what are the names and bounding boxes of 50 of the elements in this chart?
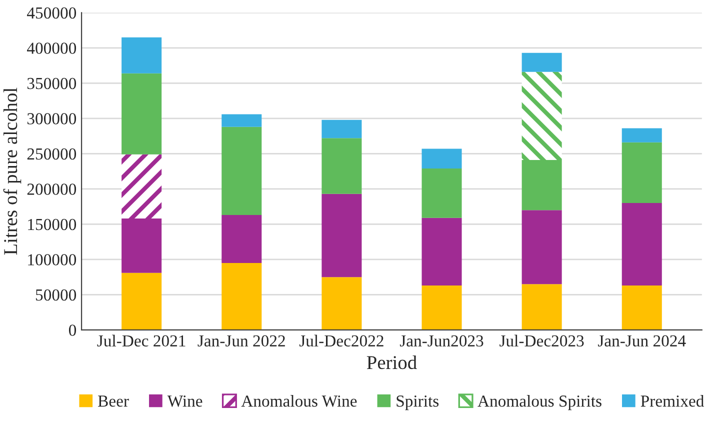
bar — [622, 203, 662, 286]
legend-label: Anomalous Spirits — [478, 395, 602, 410]
bar — [222, 262, 262, 330]
legend-label: Beer — [98, 396, 129, 407]
y-tick-label: 0 — [68, 324, 76, 336]
bar — [622, 142, 662, 204]
x-tick-label: Jan-Jun 2024 — [598, 335, 686, 347]
y-tick-label: 450000 — [27, 7, 76, 19]
x-tick-label: Jan-Jun 2022 — [198, 335, 285, 347]
legend-label: Premixed — [640, 395, 704, 407]
bar — [622, 128, 662, 142]
legend-label: Spirits — [396, 396, 439, 410]
legend-label: Wine — [167, 396, 202, 407]
bar — [522, 72, 562, 160]
x-axis-title: Period — [366, 355, 417, 370]
y-tick-label: 300000 — [27, 113, 76, 124]
bar — [322, 277, 362, 330]
bar — [222, 126, 262, 216]
x-tick-label: Jul-Dec 2021 — [97, 334, 186, 347]
bar — [122, 272, 162, 330]
bar — [422, 218, 462, 286]
bar — [522, 284, 562, 330]
legend-label: Anomalous Wine — [241, 395, 357, 407]
bar — [422, 286, 462, 330]
bar — [222, 114, 262, 127]
bar — [122, 37, 162, 74]
bar — [122, 73, 162, 154]
x-tick-label: Jul-Dec2022 — [299, 334, 384, 347]
bar — [122, 218, 162, 273]
y-tick-label: 150000 — [28, 218, 76, 230]
x-tick-label: Jan-Jun2023 — [400, 335, 484, 347]
bar — [122, 154, 162, 219]
y-tick-label: 350000 — [27, 78, 76, 90]
y-tick-label: 250000 — [27, 148, 76, 160]
bar — [322, 138, 362, 194]
bar — [622, 286, 662, 330]
y-tick-label: 400000 — [27, 42, 76, 54]
bar — [322, 120, 362, 138]
bar — [522, 160, 562, 210]
y-axis-title: Litres of pure alcohol — [3, 88, 22, 255]
bar — [422, 148, 462, 168]
x-tick-label: Jul-Dec2023 — [500, 334, 584, 347]
y-tick-label: 100000 — [28, 254, 76, 266]
bar — [322, 194, 362, 278]
y-tick-label: 50000 — [36, 289, 76, 301]
bar — [222, 215, 262, 263]
bar — [522, 210, 562, 284]
bar — [522, 52, 562, 72]
bar — [422, 168, 462, 218]
y-tick-label: 200000 — [27, 184, 76, 195]
